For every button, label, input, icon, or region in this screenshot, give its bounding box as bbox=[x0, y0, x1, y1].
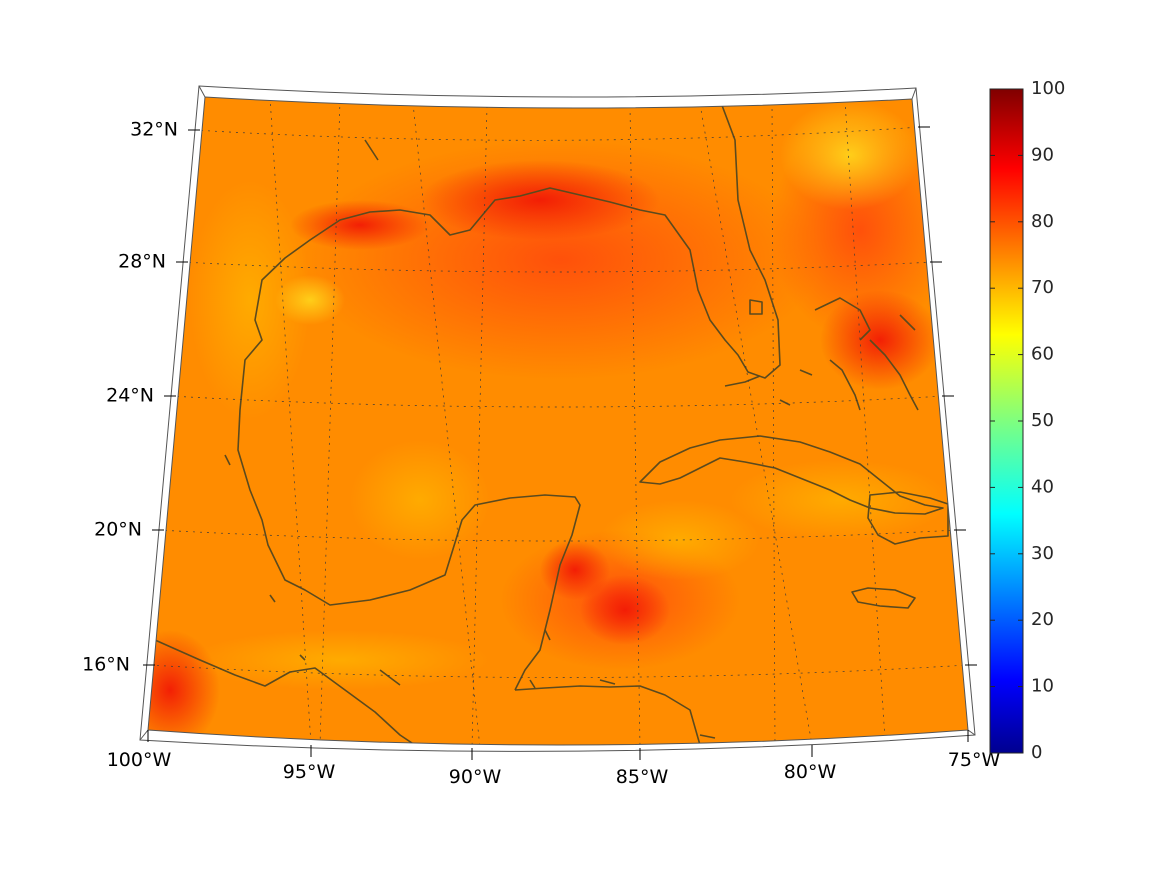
small-islands bbox=[224, 139, 716, 739]
colorbar-label: 40 bbox=[1031, 476, 1054, 497]
cuba-outline bbox=[639, 435, 944, 515]
map-frame bbox=[139, 85, 976, 752]
colorbar-labels: 0 10 20 30 40 50 60 70 80 90 100 bbox=[1031, 78, 1065, 763]
central-america-coastline bbox=[514, 685, 701, 745]
colorbar-ramp bbox=[989, 88, 1024, 754]
lon-label-85w: 85°W bbox=[616, 766, 669, 788]
bahamas-islands bbox=[779, 297, 919, 411]
longitude-labels: 100°W 95°W 90°W 85°W 80°W 75°W bbox=[107, 749, 1001, 788]
data-field bbox=[148, 97, 968, 745]
gulf-coastline bbox=[237, 99, 781, 691]
lat-label-16: 16°N bbox=[82, 654, 130, 676]
coastlines bbox=[154, 99, 949, 745]
lon-label-95w: 95°W bbox=[283, 761, 336, 783]
colorbar-label: 60 bbox=[1031, 344, 1054, 365]
colorbar-label: 70 bbox=[1031, 277, 1054, 298]
hispaniola-outline bbox=[867, 491, 949, 545]
lat-label-20: 20°N bbox=[94, 519, 142, 541]
latitude-labels: 32°N 28°N 24°N 20°N 16°N bbox=[82, 119, 178, 676]
colorbar-label: 20 bbox=[1031, 609, 1054, 630]
colorbar-label: 30 bbox=[1031, 543, 1054, 564]
lon-label-80w: 80°W bbox=[784, 761, 837, 783]
colorbar-label: 10 bbox=[1031, 676, 1054, 697]
florida-keys bbox=[724, 375, 761, 387]
colorbar-label: 90 bbox=[1031, 144, 1054, 165]
graticule bbox=[149, 97, 968, 745]
jamaica-outline bbox=[851, 587, 916, 609]
lon-label-90w: 90°W bbox=[449, 766, 502, 788]
colorbar-label: 100 bbox=[1031, 78, 1065, 99]
lake-outline bbox=[749, 299, 763, 315]
lat-label-32: 32°N bbox=[130, 119, 178, 141]
colorbar-ticks bbox=[990, 88, 1023, 754]
colorbar: 0 10 20 30 40 50 60 70 80 90 100 bbox=[989, 78, 1065, 763]
frame-ticks bbox=[143, 126, 977, 760]
colorbar-label: 50 bbox=[1031, 410, 1054, 431]
colorbar-label: 0 bbox=[1031, 742, 1042, 763]
colorbar-label: 80 bbox=[1031, 211, 1054, 232]
lat-label-24: 24°N bbox=[106, 385, 154, 407]
lon-label-75w: 75°W bbox=[948, 749, 1001, 771]
lat-label-28: 28°N bbox=[118, 251, 166, 273]
pacific-coastline bbox=[154, 639, 416, 745]
lon-label-100w: 100°W bbox=[107, 749, 172, 771]
